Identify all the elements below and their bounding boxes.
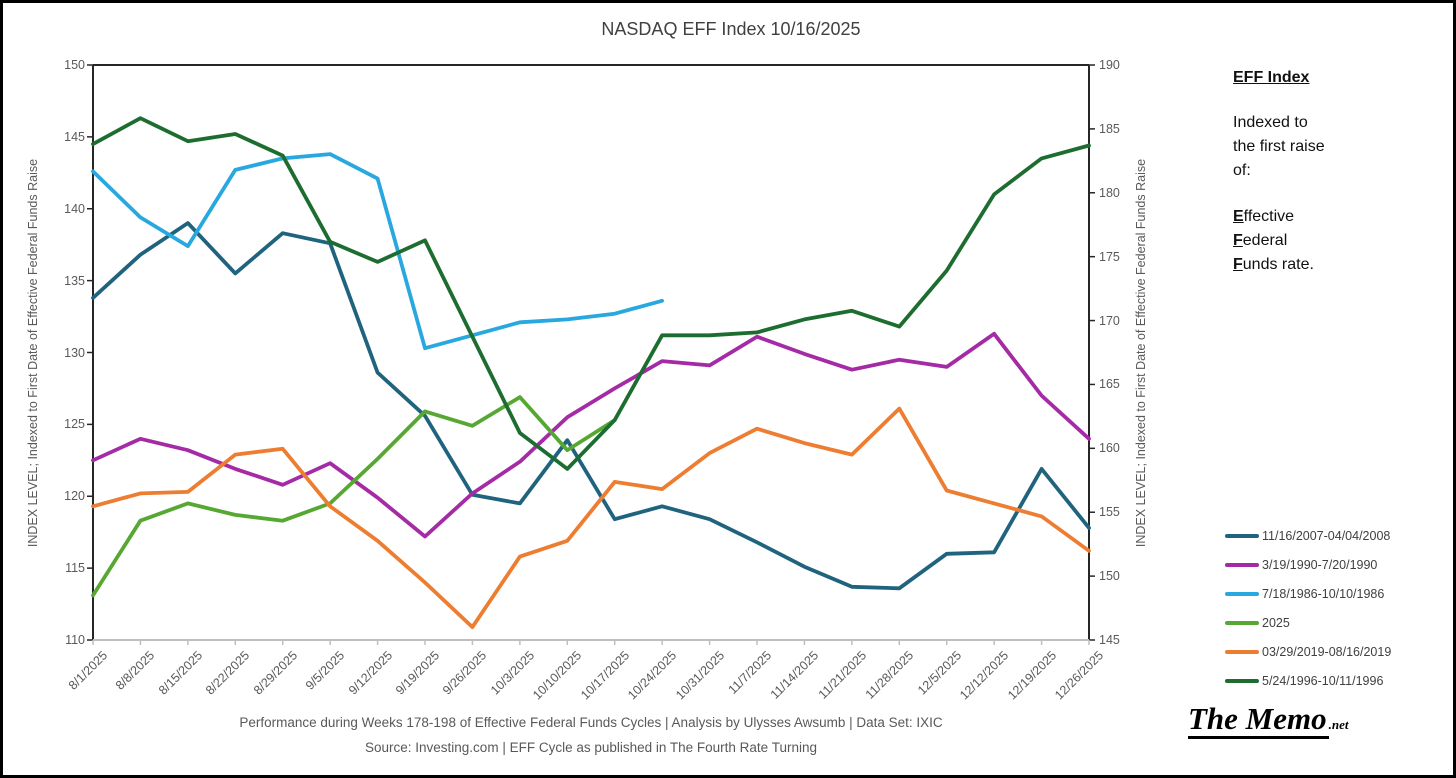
legend-swatch xyxy=(1225,533,1259,538)
legend-label: 11/16/2007-04/04/2008 xyxy=(1262,528,1391,543)
legend-item: 7/18/1986-10/10/1986 xyxy=(1225,579,1391,608)
legend-item: 11/16/2007-04/04/2008 xyxy=(1225,521,1391,550)
side-note-intro-line: the first raise xyxy=(1233,138,1325,155)
y-tick-label-left: 135 xyxy=(64,273,85,288)
series-line-3/19/1990-7/20/1990 xyxy=(91,331,1091,539)
site-logo-suffix: .net xyxy=(1328,717,1349,732)
y-tick-label-right: 170 xyxy=(1099,313,1120,328)
chart-legend: 11/16/2007-04/04/2008 3/19/1990-7/20/1990… xyxy=(1225,521,1391,695)
y-tick-label-right: 190 xyxy=(1099,58,1120,72)
y-axis-title-right: INDEX LEVEL; Indexed to First Date of Ef… xyxy=(1134,158,1148,548)
side-note-intro-line: Indexed to xyxy=(1233,114,1308,131)
y-tick-label-right: 155 xyxy=(1099,505,1120,520)
series-line-11/16/2007-04/04/2008 xyxy=(91,221,1091,591)
y-tick-label-left: 120 xyxy=(64,489,85,504)
caption-line-1: Performance during Weeks 178-198 of Effe… xyxy=(239,715,943,730)
y-axis-title-left: INDEX LEVEL; Indexed to First Date of Ef… xyxy=(26,158,40,548)
side-note-eff-line: Federal xyxy=(1233,232,1288,249)
legend-swatch xyxy=(1225,678,1259,683)
y-tick-label-right: 175 xyxy=(1099,249,1120,264)
y-tick-label-right: 145 xyxy=(1099,633,1120,647)
side-note-intro-line: of: xyxy=(1233,162,1251,179)
series-line-03/29/2019-08/16/2019 xyxy=(91,406,1091,629)
legend-label: 5/24/1996-10/11/1996 xyxy=(1262,673,1384,688)
y-tick-label-left: 150 xyxy=(64,58,85,72)
y-tick-label-left: 145 xyxy=(64,129,85,144)
side-note: EFF Index Indexed to the first raise of:… xyxy=(1233,69,1423,277)
y-tick-label-left: 115 xyxy=(65,561,85,576)
legend-swatch xyxy=(1225,562,1259,567)
site-logo-main: The Memo xyxy=(1188,701,1329,739)
legend-swatch xyxy=(1225,649,1259,654)
y-tick-label-right: 160 xyxy=(1099,441,1120,456)
chart-title: NASDAQ EFF Index 10/16/2025 xyxy=(601,19,861,39)
line-chart-plot xyxy=(87,64,1095,645)
site-logo: The Memo .net xyxy=(1188,701,1349,739)
legend-label: 7/18/1986-10/10/1986 xyxy=(1262,586,1385,601)
legend-item: 03/29/2019-08/16/2019 xyxy=(1225,637,1391,666)
legend-swatch xyxy=(1225,591,1259,596)
y-tick-label-left: 130 xyxy=(64,345,85,360)
legend-item: 2025 xyxy=(1225,608,1391,637)
series-line-5/24/1996-10/11/1996 xyxy=(91,116,1091,471)
legend-item: 3/19/1990-7/20/1990 xyxy=(1225,550,1391,579)
series-line-7/18/1986-10/10/1986 xyxy=(91,152,664,351)
y-tick-label-right: 180 xyxy=(1099,185,1120,200)
legend-label: 3/19/1990-7/20/1990 xyxy=(1262,557,1378,572)
caption-line-2: Source: Investing.com | EFF Cycle as pub… xyxy=(365,740,817,755)
side-note-title: EFF Index xyxy=(1233,69,1310,86)
y-tick-label-left: 110 xyxy=(65,633,85,647)
series-line-2025 xyxy=(91,395,617,598)
legend-label: 2025 xyxy=(1262,615,1290,630)
y-tick-label-right: 165 xyxy=(1099,377,1120,392)
legend-swatch xyxy=(1225,620,1259,625)
legend-label: 03/29/2019-08/16/2019 xyxy=(1262,644,1392,659)
y-tick-label-right: 185 xyxy=(1099,121,1120,136)
y-tick-label-left: 125 xyxy=(64,417,85,432)
y-tick-label-left: 140 xyxy=(64,201,85,216)
side-note-eff-line: Effective xyxy=(1233,208,1295,225)
legend-item: 5/24/1996-10/11/1996 xyxy=(1225,666,1391,695)
y-tick-label-right: 150 xyxy=(1099,569,1120,584)
side-note-eff-line: Funds rate. xyxy=(1233,256,1314,273)
